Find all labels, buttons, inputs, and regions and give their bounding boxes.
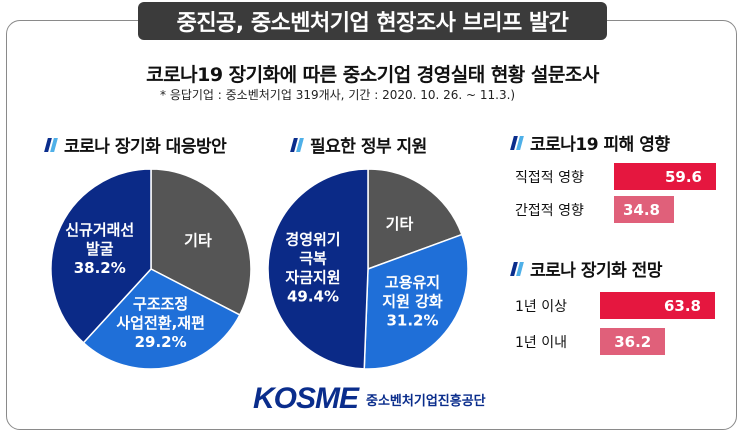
- bar-value: 63.8: [663, 296, 701, 315]
- logo-mark: KOSME: [253, 382, 359, 415]
- section-marker-icon: [290, 137, 304, 152]
- support-slice-label-1: 31.2%: [386, 311, 438, 329]
- support-slice-label-1: 지원 강화: [382, 292, 443, 310]
- section-title: 필요한 정부 지원: [310, 137, 427, 157]
- logo-name: 중소벤처기업진흥공단: [366, 393, 486, 409]
- support-slice-label-2: 자금지원: [285, 268, 340, 286]
- bar-value: 34.8: [622, 200, 660, 219]
- survey-title: 코로나19 장기화에 따른 중소기업 경영실태 현황 설문조사: [146, 64, 599, 86]
- bar-over-one-year: 63.8: [600, 292, 715, 319]
- section-heading-impact: 코로나19 피해 영향: [510, 130, 670, 155]
- response-slice-label-2: 38.2%: [74, 259, 126, 277]
- section-title: 코로나 장기화 대응방안: [64, 137, 227, 157]
- response-slice-0: [150, 168, 252, 316]
- support-slice-label-2: 극복: [299, 249, 327, 267]
- support-slice-0: [367, 168, 463, 271]
- bar-label: 직접적 영향: [515, 170, 584, 186]
- support-slice-1: [363, 233, 469, 370]
- section-marker-icon: [510, 135, 524, 150]
- kosme-logo: KOSME 중소벤처기업진흥공단: [253, 382, 486, 416]
- response-slice-label-2: 신규거래선: [65, 221, 134, 239]
- response-slice-2: [50, 168, 152, 344]
- support-slice-label-2: 49.4%: [287, 287, 339, 305]
- section-heading-support: 필요한 정부 지원: [290, 132, 427, 157]
- section-heading-response: 코로나 장기화 대응방안: [44, 132, 227, 157]
- section-title: 코로나 장기화 전망: [530, 261, 662, 281]
- response-slice-label-1: 사업전환,재편: [116, 314, 205, 332]
- bar-within-one-year: 36.2: [600, 328, 666, 355]
- bar-label: 간접적 영향: [515, 203, 584, 219]
- bar-label: 1년 이내: [515, 335, 567, 351]
- response-slice-label-1: 29.2%: [135, 333, 187, 351]
- section-marker-icon: [510, 261, 524, 276]
- bar-direct-impact: 59.6: [614, 163, 716, 190]
- bar-label: 1년 이상: [515, 299, 567, 315]
- section-marker-icon: [44, 137, 58, 152]
- bar-indirect-impact: 34.8: [614, 196, 674, 223]
- section-heading-outlook: 코로나 장기화 전망: [510, 256, 662, 281]
- response-slice-label-2: 발굴: [86, 240, 114, 258]
- bar-value: 59.6: [664, 167, 702, 186]
- support-slice-label-1: 고용유지: [385, 273, 440, 291]
- support-slice-label-0: 기타: [386, 215, 414, 233]
- response-slice-label-0: 기타: [184, 231, 212, 249]
- response-slice-1: [82, 268, 241, 370]
- bar-value: 36.2: [614, 332, 652, 351]
- response-slice-label-1: 구조조정: [133, 295, 188, 313]
- survey-note: * 응답기업 : 중소벤처기업 319개사, 기간 : 2020. 10. 26…: [160, 88, 516, 102]
- support-slice-label-2: 경영위기: [285, 230, 340, 248]
- page-title: 중진공, 중소벤처기업 현장조사 브리프 발간: [138, 2, 607, 40]
- support-slice-2: [267, 168, 369, 370]
- section-title: 코로나19 피해 영향: [530, 135, 670, 155]
